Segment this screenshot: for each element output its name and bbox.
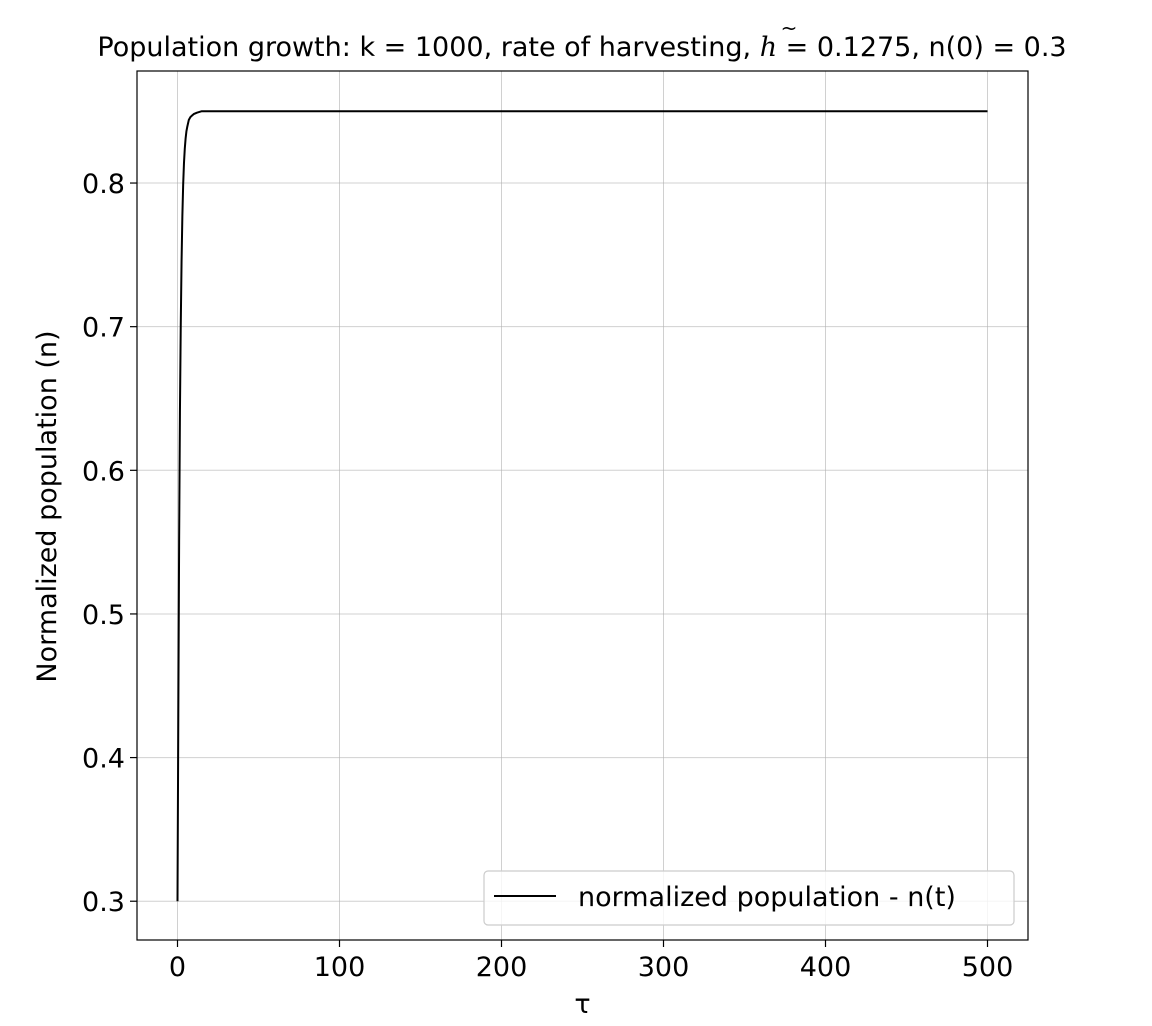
chart-title-symbol: h	[760, 32, 777, 63]
x-tick-label: 0	[169, 952, 186, 983]
chart-title-suffix: = 0.1275, n(0) = 0.3	[777, 32, 1067, 63]
y-tick-label: 0.3	[82, 887, 125, 918]
series-layer	[176, 110, 988, 902]
y-tick-label: 0.8	[82, 169, 125, 200]
chart-title-prefix: Population growth: k = 1000, rate of har…	[97, 32, 759, 63]
plot-frame	[136, 70, 1029, 941]
legend-box	[483, 870, 1015, 926]
y-tick-label: 0.7	[82, 313, 125, 344]
x-tick-label: 500	[962, 952, 1014, 983]
x-tick-label: 100	[314, 952, 366, 983]
series-line	[176, 110, 988, 902]
y-tick-label: 0.4	[82, 744, 125, 775]
y-tick-label: 0.6	[82, 456, 125, 487]
x-tick-label: 200	[476, 952, 528, 983]
y-tick-label: 0.5	[82, 600, 125, 631]
legend: normalized population - n(t)	[483, 870, 1015, 926]
ticks: 0 100 200 300 400 500 0.3 0.4 0.5 0.6 0.7 0.8	[82, 169, 1013, 983]
x-axis-label: τ	[574, 989, 590, 1020]
grid	[137, 71, 1028, 940]
title-tilde-accent: ~	[781, 16, 798, 40]
chart-title: Population growth: k = 1000, rate of har…	[97, 32, 1066, 63]
x-tick-label: 400	[800, 952, 852, 983]
x-tick-label: 300	[638, 952, 690, 983]
y-axis-label: Normalized population (n)	[32, 330, 63, 682]
legend-label: normalized population - n(t)	[578, 882, 956, 913]
